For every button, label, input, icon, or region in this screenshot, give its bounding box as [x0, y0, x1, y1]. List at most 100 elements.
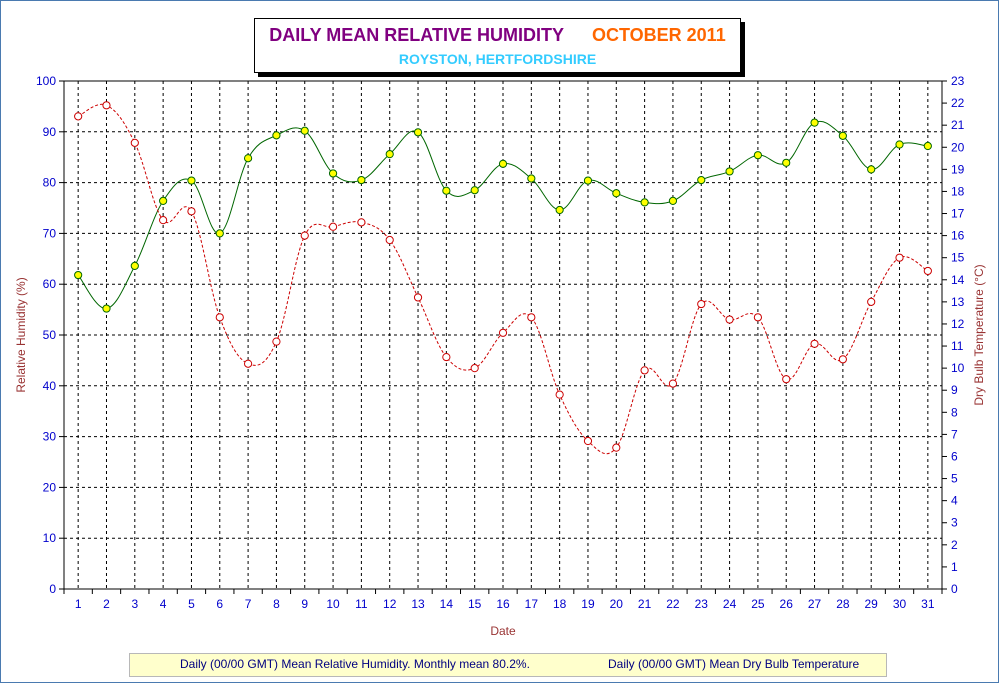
- title-box: DAILY MEAN RELATIVE HUMIDITY OCTOBER 2011…: [254, 18, 741, 73]
- x-tick-label: 30: [893, 597, 907, 611]
- x-tick-label: 9: [301, 597, 308, 611]
- data-point-temperature: [215, 313, 224, 322]
- y-tick-label: 20: [43, 480, 57, 494]
- data-point-humidity: [867, 165, 876, 174]
- y2-tick-label: 22: [951, 96, 965, 110]
- x-tick-label: 25: [751, 597, 765, 611]
- chart-title-period: OCTOBER 2011: [591, 25, 726, 45]
- data-point-humidity: [215, 229, 224, 238]
- y2-tick-label: 4: [951, 494, 958, 508]
- data-point-humidity: [923, 141, 932, 151]
- y2-tick-label: 20: [951, 140, 965, 154]
- data-point-temperature: [272, 337, 281, 346]
- y-tick-label: 10: [43, 531, 57, 545]
- x-tick-label: 15: [468, 597, 482, 611]
- y-tick-label: 40: [43, 379, 57, 393]
- data-point-temperature: [923, 266, 932, 276]
- title-line: DAILY MEAN RELATIVE HUMIDITY OCTOBER 2011: [255, 25, 740, 46]
- x-tick-label: 20: [610, 597, 624, 611]
- data-point-humidity: [74, 270, 83, 280]
- y-tick-label: 70: [43, 226, 57, 240]
- x-tick-label: 13: [411, 597, 425, 611]
- data-point-temperature: [640, 366, 649, 375]
- y-tick-label: 60: [43, 277, 57, 291]
- x-tick-label: 16: [496, 597, 510, 611]
- legend: Daily (00/00 GMT) Mean Relative Humidity…: [129, 653, 887, 677]
- data-point-humidity: [612, 189, 621, 198]
- data-point-humidity: [782, 158, 791, 167]
- data-point-humidity: [810, 118, 819, 127]
- y2-tick-label: 9: [951, 383, 958, 397]
- y2-tick-label: 12: [951, 317, 965, 331]
- y2-tick-label: 3: [951, 516, 958, 530]
- data-point-temperature: [895, 253, 904, 262]
- data-point-temperature: [102, 101, 111, 110]
- x-tick-label: 26: [780, 597, 794, 611]
- data-point-humidity: [753, 151, 763, 160]
- data-point-humidity: [583, 176, 593, 185]
- legend-label-humidity: Daily (00/00 GMT) Mean Relative Humidity…: [180, 657, 530, 671]
- data-point-humidity: [159, 196, 168, 205]
- x-tick-label: 19: [581, 597, 595, 611]
- data-point-temperature: [725, 315, 734, 324]
- x-tick-label: 18: [553, 597, 567, 611]
- y-tick-label: 90: [43, 125, 57, 139]
- y2-tick-label: 18: [951, 184, 965, 198]
- y2-tick-label: 6: [951, 449, 958, 463]
- x-axis-title: Date: [490, 624, 516, 638]
- data-point-temperature: [385, 235, 394, 245]
- y2-tick-label: 15: [951, 251, 965, 265]
- y2-tick-label: 7: [951, 427, 958, 441]
- data-point-temperature: [867, 297, 876, 306]
- data-point-humidity: [272, 131, 281, 140]
- y2-axis-title: Dry Bulb Temperature (°C): [972, 264, 986, 405]
- data-point-temperature: [442, 352, 451, 362]
- data-point-temperature: [413, 293, 423, 302]
- x-tick-label: 21: [638, 597, 652, 611]
- data-point-humidity: [243, 154, 253, 163]
- data-point-temperature: [159, 216, 168, 225]
- chart-subtitle: ROYSTON, HERTFORDSHIRE: [398, 51, 597, 67]
- x-tick-label: 14: [440, 597, 454, 611]
- data-point-temperature: [782, 375, 791, 384]
- x-tick-label: 5: [188, 597, 195, 611]
- x-tick-label: 23: [695, 597, 709, 611]
- data-point-temperature: [527, 313, 536, 322]
- y2-tick-label: 2: [951, 538, 958, 552]
- data-point-humidity: [102, 304, 111, 313]
- y2-tick-label: 16: [951, 229, 965, 243]
- x-tick-label: 8: [273, 597, 280, 611]
- x-tick-label: 27: [808, 597, 822, 611]
- y2-tick-label: 8: [951, 405, 958, 419]
- data-point-temperature: [555, 390, 564, 399]
- y-tick-label: 50: [43, 328, 57, 342]
- x-tick-label: 28: [836, 597, 850, 611]
- x-tick-label: 24: [723, 597, 737, 611]
- x-tick-label: 12: [383, 597, 397, 611]
- data-point-humidity: [300, 126, 309, 135]
- data-point-temperature: [74, 112, 83, 121]
- data-point-temperature: [328, 222, 338, 231]
- data-point-temperature: [668, 379, 678, 388]
- data-point-temperature: [583, 436, 593, 446]
- data-point-temperature: [130, 138, 139, 147]
- y2-tick-label: 0: [951, 582, 958, 596]
- data-point-humidity: [357, 175, 366, 185]
- data-point-temperature: [300, 231, 309, 240]
- data-point-humidity: [413, 128, 423, 137]
- data-point-humidity: [640, 198, 649, 207]
- data-point-temperature: [498, 328, 508, 337]
- data-point-humidity: [130, 261, 139, 271]
- data-point-humidity: [442, 186, 451, 195]
- data-point-humidity: [725, 167, 734, 176]
- x-tick-label: 22: [666, 597, 680, 611]
- chart-title: DAILY MEAN RELATIVE HUMIDITY: [269, 25, 564, 45]
- data-point-humidity: [838, 131, 847, 140]
- data-point-temperature: [810, 339, 819, 348]
- legend-label-temperature: Daily (00/00 GMT) Mean Dry Bulb Temperat…: [608, 657, 860, 671]
- data-point-humidity: [697, 175, 706, 185]
- data-point-humidity: [470, 186, 479, 195]
- data-point-humidity: [555, 205, 564, 215]
- y2-tick-label: 14: [951, 273, 965, 287]
